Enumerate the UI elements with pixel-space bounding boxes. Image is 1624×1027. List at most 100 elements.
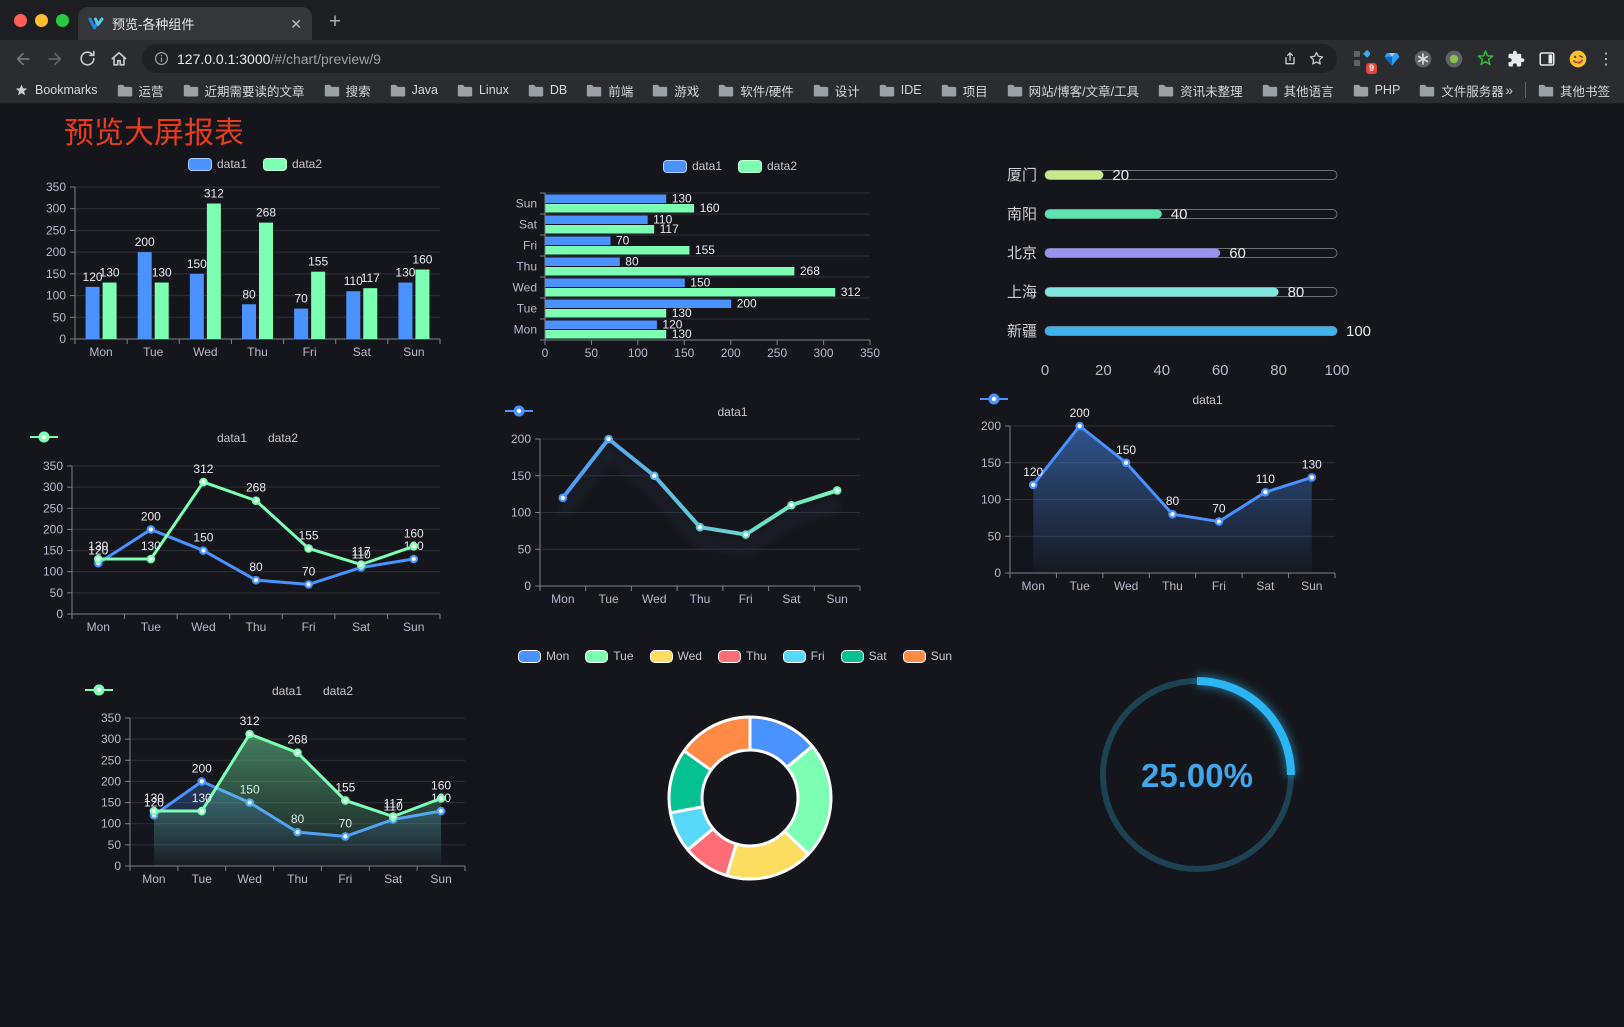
legend-item[interactable]: Wed [649, 649, 702, 663]
legend-item[interactable]: data2 [263, 157, 322, 171]
green-star-extension-icon[interactable] [1473, 47, 1497, 71]
browser-tab[interactable]: 预览-各种组件 ✕ [78, 7, 312, 40]
chart-donut-pie[interactable]: Mon Tue Wed Thu Fri Sat Sun [505, 641, 965, 896]
other-bookmarks-folder[interactable]: 其他书签 [1538, 81, 1610, 100]
legend-item[interactable]: Sat [840, 649, 887, 663]
svg-text:110: 110 [352, 547, 371, 561]
reload-icon[interactable] [72, 44, 102, 74]
forward-icon[interactable] [40, 44, 70, 74]
folder-icon [719, 84, 734, 96]
home-icon[interactable] [104, 44, 134, 74]
svg-text:Sun: Sun [403, 620, 424, 634]
bookmark-folder[interactable]: 网站/博客/文章/工具 [1007, 81, 1139, 100]
svg-text:80: 80 [625, 255, 639, 269]
svg-text:Sat: Sat [384, 872, 403, 886]
legend-item[interactable]: Tue [585, 649, 634, 663]
legend-item[interactable]: data2 [85, 684, 353, 698]
svg-text:50: 50 [53, 310, 67, 324]
legend-item[interactable]: data1 [980, 393, 1223, 407]
chart-legend[interactable]: data1 data2 [85, 684, 535, 698]
url-host: 127.0.0.1:3000 [177, 50, 271, 67]
legend-item[interactable]: data1 [662, 159, 722, 173]
legend-item[interactable]: data1 [187, 157, 247, 171]
chart-bar-vertical[interactable]: data1 data2 0 50 100 150 200 250 300 350 Mon Tue Wed… [30, 147, 480, 372]
chart-progress-bars[interactable]: 厦门 20 南阳 40 北京 60 上海 80 新疆 100 0 20 40 60 80 100 [980, 147, 1430, 395]
share-icon[interactable] [1282, 51, 1298, 67]
back-icon[interactable] [8, 44, 38, 74]
bar-vertical-canvas[interactable]: 0 50 100 150 200 250 300 350 Mon Tue Wed Thu Fri Sat S… [30, 147, 480, 372]
window-zoom-button[interactable] [56, 14, 69, 27]
svg-text:Thu: Thu [1162, 579, 1183, 593]
svg-text:0: 0 [994, 566, 1001, 580]
url-bar[interactable]: 127.0.0.1:3000/#/chart/preview/9 [142, 44, 1337, 73]
extensions-puzzle-icon[interactable] [1504, 47, 1528, 71]
line-area-canvas[interactable]: 0 50 100 150 200 Mon Tue Wed Thu Fri Sat Sun 120 200 1… [980, 389, 1430, 604]
settings-circle-extension-icon[interactable] [1411, 47, 1435, 71]
legend-item[interactable]: data2 [30, 431, 298, 445]
bookmark-folder[interactable]: 近期需要读的文章 [183, 81, 305, 100]
tab-close-icon[interactable]: ✕ [290, 15, 302, 32]
bookmark-folder[interactable]: Linux [457, 83, 509, 97]
legend-item[interactable]: data1 [85, 684, 302, 698]
chart-gauge-ring[interactable]: 25.00% [1040, 641, 1360, 896]
bookmark-folder[interactable]: IDE [879, 83, 922, 97]
bookmark-folder[interactable]: 软件/硬件 [718, 81, 794, 100]
side-panel-icon[interactable] [1535, 47, 1559, 71]
legend-item[interactable]: data1 [30, 431, 247, 445]
chart-legend[interactable]: data1 data2 [30, 431, 480, 445]
bookmark-folder[interactable]: PHP [1353, 83, 1400, 97]
gem-extension-icon[interactable] [1380, 47, 1404, 71]
legend-item[interactable]: Thu [717, 649, 767, 663]
line-gradient-canvas[interactable]: 0 50 100 150 200 Mon Tue Wed Thu Fri Sat Sun [505, 399, 955, 621]
legend-item[interactable]: Mon [517, 649, 569, 663]
legend-item[interactable]: data1 [505, 405, 748, 419]
svg-text:0: 0 [524, 579, 531, 593]
chart-bar-horizontal[interactable]: data1 data2 0 50 100 150 200 250 300 350 Sun 130 160… [505, 147, 955, 375]
progress-bars-canvas[interactable]: 厦门 20 南阳 40 北京 60 上海 80 新疆 100 0 20 40 60 80 100 [980, 147, 1430, 395]
area-two-series-canvas[interactable]: 0 50 100 150 200 250 300 350 Mon Tue Wed Thu Fri Sat S… [85, 677, 535, 895]
chart-legend[interactable]: Mon Tue Wed Thu Fri Sat Sun [505, 649, 965, 663]
chart-line-area[interactable]: data1 0 50 100 150 200 Mon Tue Wed Thu Fri Sat Sun 12… [980, 389, 1430, 604]
svg-text:Sat: Sat [353, 345, 372, 359]
window-close-button[interactable] [14, 14, 27, 27]
chart-line-gradient[interactable]: data1 0 50 100 150 200 Mon Tue Wed Thu Fri Sat Sun [505, 399, 955, 621]
bookmark-folder[interactable]: 文件服务器 [1419, 81, 1504, 100]
bookmarks-overflow-chevron[interactable]: » [1505, 82, 1513, 98]
legend-item[interactable]: data2 [738, 159, 797, 173]
bookmark-folder[interactable]: DB [528, 83, 567, 97]
bookmark-folder[interactable]: 设计 [813, 81, 860, 100]
chart-area-two-series[interactable]: data1 data2 0 50 100 150 200 250 300 350 Mon Tue Wed… [85, 677, 535, 895]
browser-menu-kebab-icon[interactable]: ⋮ [1598, 50, 1614, 68]
bookmark-folder[interactable]: 运营 [117, 81, 164, 100]
tab-groups-extension-icon[interactable]: 9 [1349, 47, 1377, 74]
site-info-icon[interactable] [154, 51, 169, 66]
bookmarks-star-item[interactable]: Bookmarks [14, 83, 98, 98]
bookmark-folder[interactable]: Java [390, 83, 438, 97]
svg-text:Tue: Tue [517, 302, 538, 316]
chart-legend[interactable]: data1 data2 [30, 157, 480, 171]
window-minimize-button[interactable] [35, 14, 48, 27]
bookmark-folder[interactable]: 资讯未整理 [1158, 81, 1243, 100]
donut-canvas[interactable] [505, 641, 965, 896]
svg-text:上海: 上海 [1007, 284, 1037, 301]
line-two-series-canvas[interactable]: 0 50 100 150 200 250 300 350 Mon Tue Wed Thu Fri Sat S… [30, 425, 480, 643]
bookmark-folder[interactable]: 搜索 [324, 81, 371, 100]
chart-legend[interactable]: data1 [505, 405, 955, 419]
svg-text:Mon: Mon [1022, 579, 1045, 593]
legend-item[interactable]: Sun [902, 649, 952, 663]
chart-legend[interactable]: data1 data2 [505, 159, 955, 173]
folder-icon [587, 84, 602, 96]
bookmark-folder[interactable]: 前端 [586, 81, 633, 100]
bookmark-folder[interactable]: 游戏 [652, 81, 699, 100]
new-tab-button[interactable]: + [328, 10, 342, 33]
bookmark-folder[interactable]: 其他语言 [1262, 81, 1334, 100]
recorder-circle-extension-icon[interactable] [1442, 47, 1466, 71]
gauge-canvas[interactable]: 25.00% [1040, 641, 1360, 896]
bookmark-star-icon[interactable] [1308, 50, 1325, 67]
legend-item[interactable]: Fri [782, 649, 825, 663]
bookmark-folder[interactable]: 项目 [941, 81, 988, 100]
chart-legend[interactable]: data1 [980, 393, 1430, 407]
chart-line-two-series[interactable]: data1 data2 0 50 100 150 200 250 300 350 Mon Tue Wed… [30, 425, 480, 643]
emoji-extension-icon[interactable] [1566, 47, 1590, 71]
